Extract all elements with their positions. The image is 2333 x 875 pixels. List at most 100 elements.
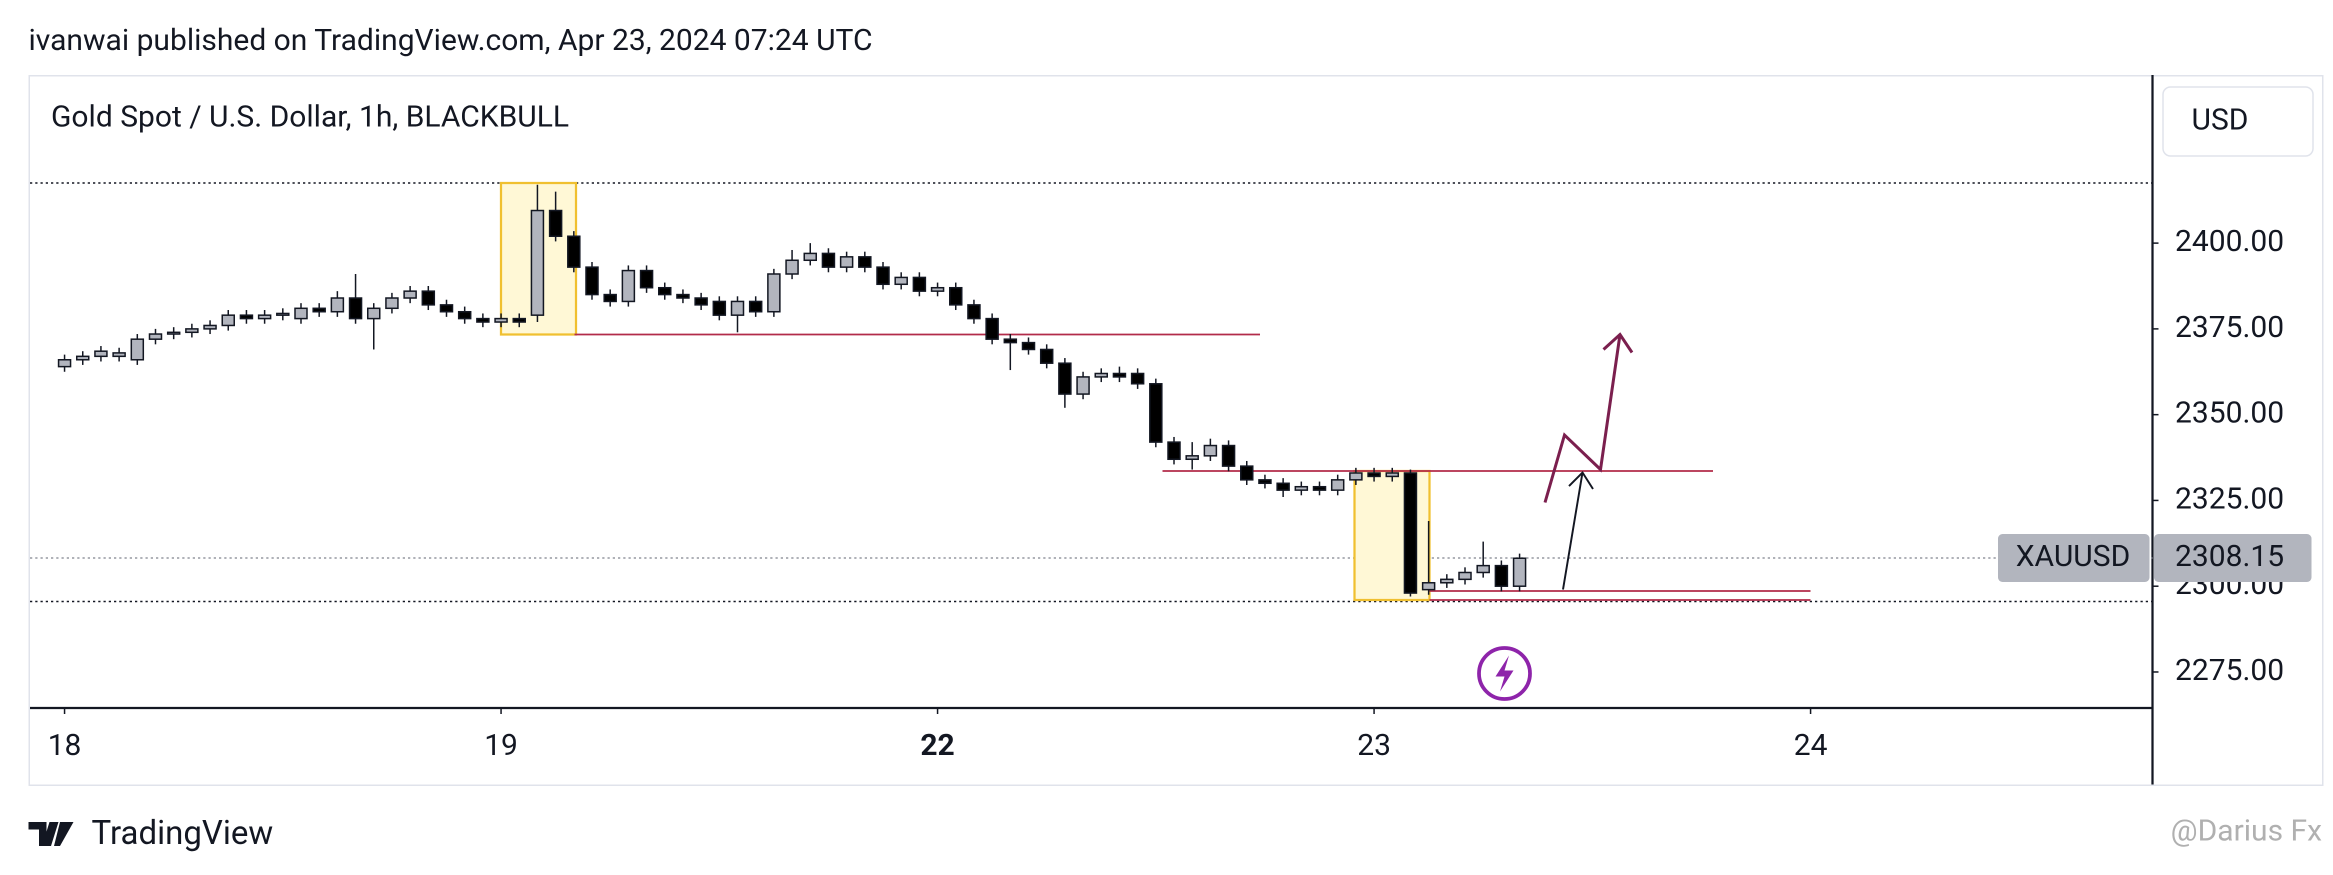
- candle-body: [567, 235, 581, 268]
- candle-body: [494, 317, 508, 323]
- candle-body: [512, 317, 526, 323]
- candle-body: [439, 304, 454, 313]
- candle-body: [1421, 582, 1436, 591]
- y-tick-label: 2325.00: [2175, 481, 2284, 516]
- candle-body: [748, 300, 763, 313]
- candle-body: [1003, 338, 1018, 344]
- candle-body: [803, 252, 818, 262]
- candle-body: [767, 273, 781, 313]
- y-tick-label: 2400.00: [2175, 224, 2284, 259]
- candle-body: [1458, 571, 1472, 581]
- header-bg: [30, 82, 2146, 161]
- candle-body: [421, 290, 436, 306]
- candle-body: [949, 286, 963, 306]
- candle-body: [967, 304, 981, 320]
- candle-body: [348, 297, 363, 320]
- candle-body: [366, 307, 381, 320]
- candle-body: [1021, 341, 1036, 351]
- candle-body: [1312, 485, 1327, 491]
- candle-body: [839, 256, 854, 268]
- candle-body: [1330, 479, 1345, 491]
- candle-body: [276, 312, 290, 316]
- candle-body: [403, 290, 417, 299]
- candle-body: [1367, 472, 1381, 478]
- candle-body: [1203, 444, 1218, 457]
- candle-body: [312, 307, 326, 313]
- lightning: [1495, 655, 1514, 692]
- candle-body: [1240, 465, 1254, 481]
- x-tick-label: 24: [1794, 728, 1828, 763]
- candle-body: [94, 350, 108, 358]
- x-tick-label: 18: [48, 728, 82, 763]
- axes: 2275.002300.002325.002350.002375.002400.…: [48, 224, 2284, 763]
- symbol: XAUUSD: [2016, 539, 2131, 574]
- candle-body: [185, 328, 199, 334]
- candle-body: [221, 314, 235, 327]
- plot: [30, 181, 2153, 603]
- candle-body: [1130, 372, 1145, 385]
- candle-body: [985, 317, 999, 340]
- y-tick-label: 2375.00: [2175, 310, 2284, 345]
- candle-body: [1512, 557, 1527, 587]
- arrow: [1562, 472, 1584, 590]
- candle-body: [730, 300, 745, 316]
- candle-body: [858, 256, 872, 268]
- candle-body: [621, 269, 636, 303]
- candle-body: [1258, 479, 1272, 485]
- candle-body: [785, 259, 799, 275]
- projection-arrow-head: [1602, 332, 1634, 354]
- candle-body: [1221, 444, 1236, 467]
- candle-body: [1494, 564, 1509, 587]
- candle-body: [385, 297, 399, 310]
- candle-body: [75, 355, 90, 361]
- y-tick-label: 2350.00: [2175, 396, 2284, 431]
- price-tag: [2154, 534, 2312, 583]
- candle-body: [876, 266, 890, 286]
- candle-body: [658, 286, 672, 296]
- currency: USD: [2192, 102, 2249, 137]
- candle-body: [112, 352, 126, 358]
- logo: [28, 822, 74, 847]
- candle-body: [1185, 455, 1199, 461]
- candle-body: [1294, 485, 1309, 491]
- watermark: @Darius Fx: [2171, 813, 2322, 848]
- candle-body: [257, 314, 272, 320]
- candle-body: [130, 338, 145, 361]
- candle-body: [530, 209, 545, 316]
- chart-frame: [28, 75, 2324, 787]
- candle-body: [1403, 472, 1418, 594]
- candle-body: [1039, 348, 1054, 364]
- candle-body: [1167, 441, 1181, 461]
- published-line: ivanwai published on TradingView.com, Ap…: [29, 23, 873, 58]
- candle-body: [1385, 472, 1400, 478]
- candle-body: [1440, 578, 1454, 584]
- arrow-head: [1568, 470, 1594, 490]
- candle-body: [548, 209, 563, 238]
- last-price: 2308.15: [2175, 539, 2284, 574]
- highlight-box: [1353, 469, 1431, 602]
- candle-body: [1094, 372, 1109, 378]
- candle-body: [457, 310, 472, 320]
- candle-body: [1112, 372, 1127, 378]
- candle-body: [330, 297, 345, 313]
- brand: TradingView: [92, 814, 274, 853]
- symbol-tag: [1998, 534, 2150, 583]
- chart-title: Gold Spot / U.S. Dollar, 1h, BLACKBULL: [51, 99, 569, 134]
- y-tick-label: 2275.00: [2175, 653, 2284, 688]
- currency-button[interactable]: [2162, 86, 2314, 157]
- candle-body: [930, 286, 945, 292]
- candle-body: [603, 293, 617, 303]
- candle-body: [821, 252, 836, 268]
- candle-body: [585, 266, 599, 296]
- candle-body: [294, 307, 308, 320]
- candle-body: [1076, 376, 1090, 395]
- x-tick-label: 19: [484, 728, 518, 763]
- candle-body: [1276, 482, 1290, 491]
- candle-body: [694, 297, 708, 306]
- candle-body: [166, 331, 181, 335]
- candle-body: [476, 317, 490, 323]
- candle-body: [57, 359, 72, 368]
- candle-body: [639, 269, 654, 289]
